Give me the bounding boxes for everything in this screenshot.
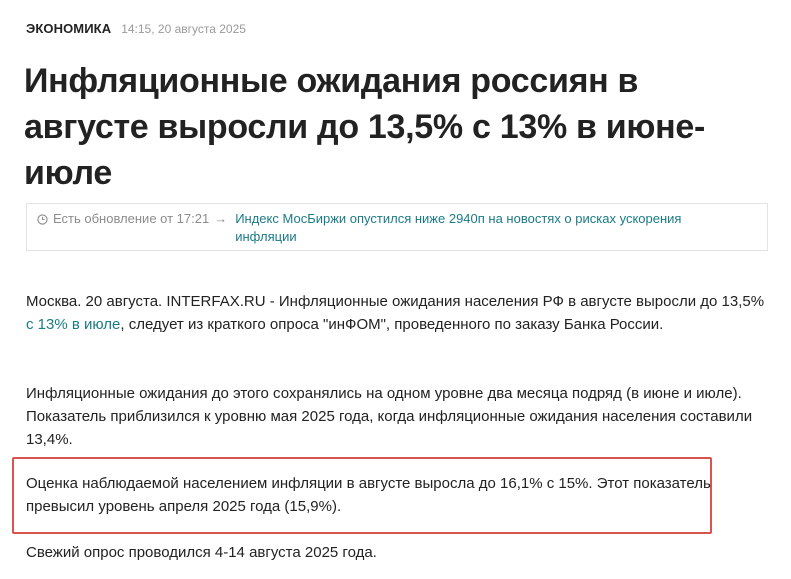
update-notice: Есть обновление от 17:21 → Индекс МосБир… bbox=[26, 203, 768, 251]
update-meta: Есть обновление от 17:21 → bbox=[37, 210, 235, 228]
paragraph-1-text: Москва. 20 августа. INTERFAX.RU - Инфляц… bbox=[26, 293, 765, 310]
update-label: Есть обновление от 17:21 bbox=[53, 211, 210, 226]
inline-link-july[interactable]: с 13% в июле bbox=[26, 316, 121, 333]
rubric-link[interactable]: ЭКОНОМИКА bbox=[26, 21, 112, 36]
paragraph-1: Москва. 20 августа. INTERFAX.RU - Инфляц… bbox=[26, 290, 766, 336]
paragraph-1-text-end: , следует из краткого опроса "инФОМ", пр… bbox=[120, 316, 664, 333]
publish-datetime: 14:15, 20 августа 2025 bbox=[121, 22, 246, 36]
article-meta: ЭКОНОМИКА 14:15, 20 августа 2025 bbox=[26, 21, 246, 36]
clock-icon bbox=[37, 213, 48, 225]
paragraph-4: Свежий опрос проводился 4-14 августа 202… bbox=[26, 544, 377, 561]
paragraph-3: Оценка наблюдаемой населением инфляции в… bbox=[26, 475, 711, 515]
arrow-right-icon: → bbox=[214, 211, 228, 226]
update-link[interactable]: Индекс МосБиржи опустился ниже 2940п на … bbox=[235, 211, 682, 244]
paragraph-2: Инфляционные ожидания до этого сохраняли… bbox=[26, 385, 753, 448]
article-headline: Инфляционные ожидания россиян в августе … bbox=[24, 62, 705, 192]
